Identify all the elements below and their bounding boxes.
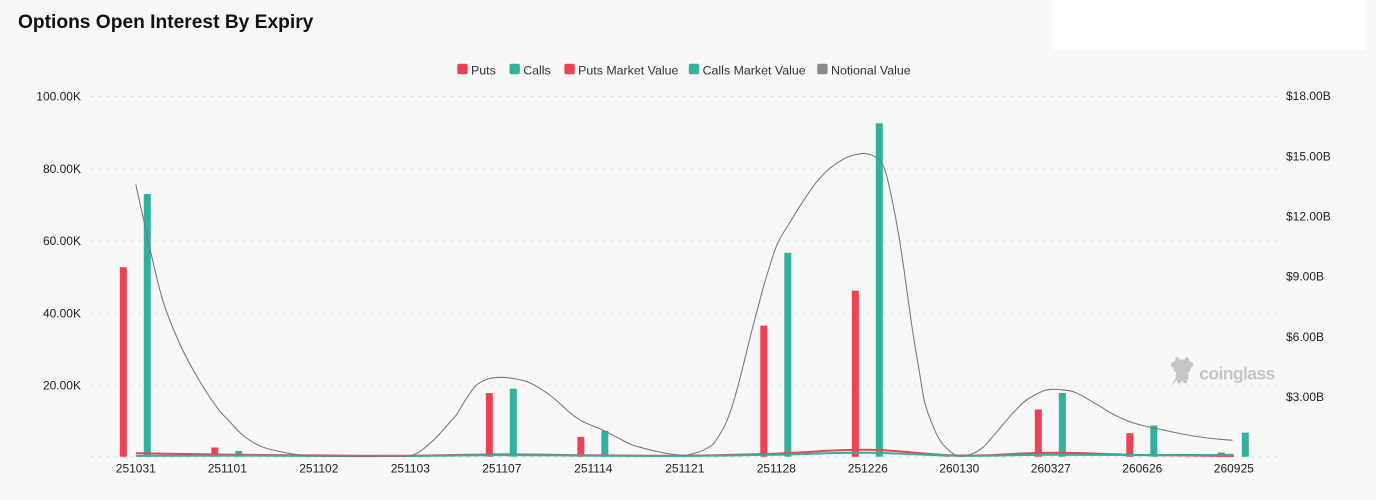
svg-text:60.00K: 60.00K — [43, 234, 81, 248]
svg-text:$12.00B: $12.00B — [1286, 210, 1331, 224]
svg-text:260130: 260130 — [939, 462, 979, 476]
svg-text:Puts Market Value: Puts Market Value — [578, 63, 678, 77]
svg-text:Notional Value: Notional Value — [831, 63, 911, 77]
svg-text:$3.00B: $3.00B — [1286, 390, 1324, 404]
svg-text:coinglass: coinglass — [1199, 364, 1275, 384]
svg-text:100.00K: 100.00K — [36, 90, 81, 104]
svg-text:251102: 251102 — [299, 462, 338, 476]
svg-text:251031: 251031 — [116, 462, 156, 476]
svg-text:Options Open Interest By Expir: Options Open Interest By Expiry — [18, 12, 314, 33]
svg-text:$6.00B: $6.00B — [1286, 330, 1324, 344]
svg-text:Calls Market Value: Calls Market Value — [703, 63, 806, 77]
svg-text:80.00K: 80.00K — [43, 162, 81, 176]
svg-text:251128: 251128 — [757, 462, 796, 476]
svg-text:Calls: Calls — [523, 63, 551, 77]
svg-text:251114: 251114 — [574, 462, 613, 476]
svg-text:251103: 251103 — [391, 462, 430, 476]
svg-text:$18.00B: $18.00B — [1286, 89, 1331, 103]
svg-text:251101: 251101 — [208, 462, 247, 476]
svg-text:20.00K: 20.00K — [43, 379, 81, 393]
svg-text:$15.00B: $15.00B — [1286, 149, 1331, 163]
svg-text:260925: 260925 — [1214, 462, 1254, 476]
svg-text:Puts: Puts — [471, 63, 496, 77]
svg-text:260626: 260626 — [1122, 462, 1162, 476]
svg-text:$9.00B: $9.00B — [1286, 270, 1324, 284]
svg-text:40.00K: 40.00K — [43, 306, 81, 320]
svg-text:260327: 260327 — [1031, 462, 1071, 476]
svg-text:251226: 251226 — [848, 462, 888, 476]
svg-text:251121: 251121 — [665, 462, 704, 476]
svg-text:251107: 251107 — [482, 462, 521, 476]
